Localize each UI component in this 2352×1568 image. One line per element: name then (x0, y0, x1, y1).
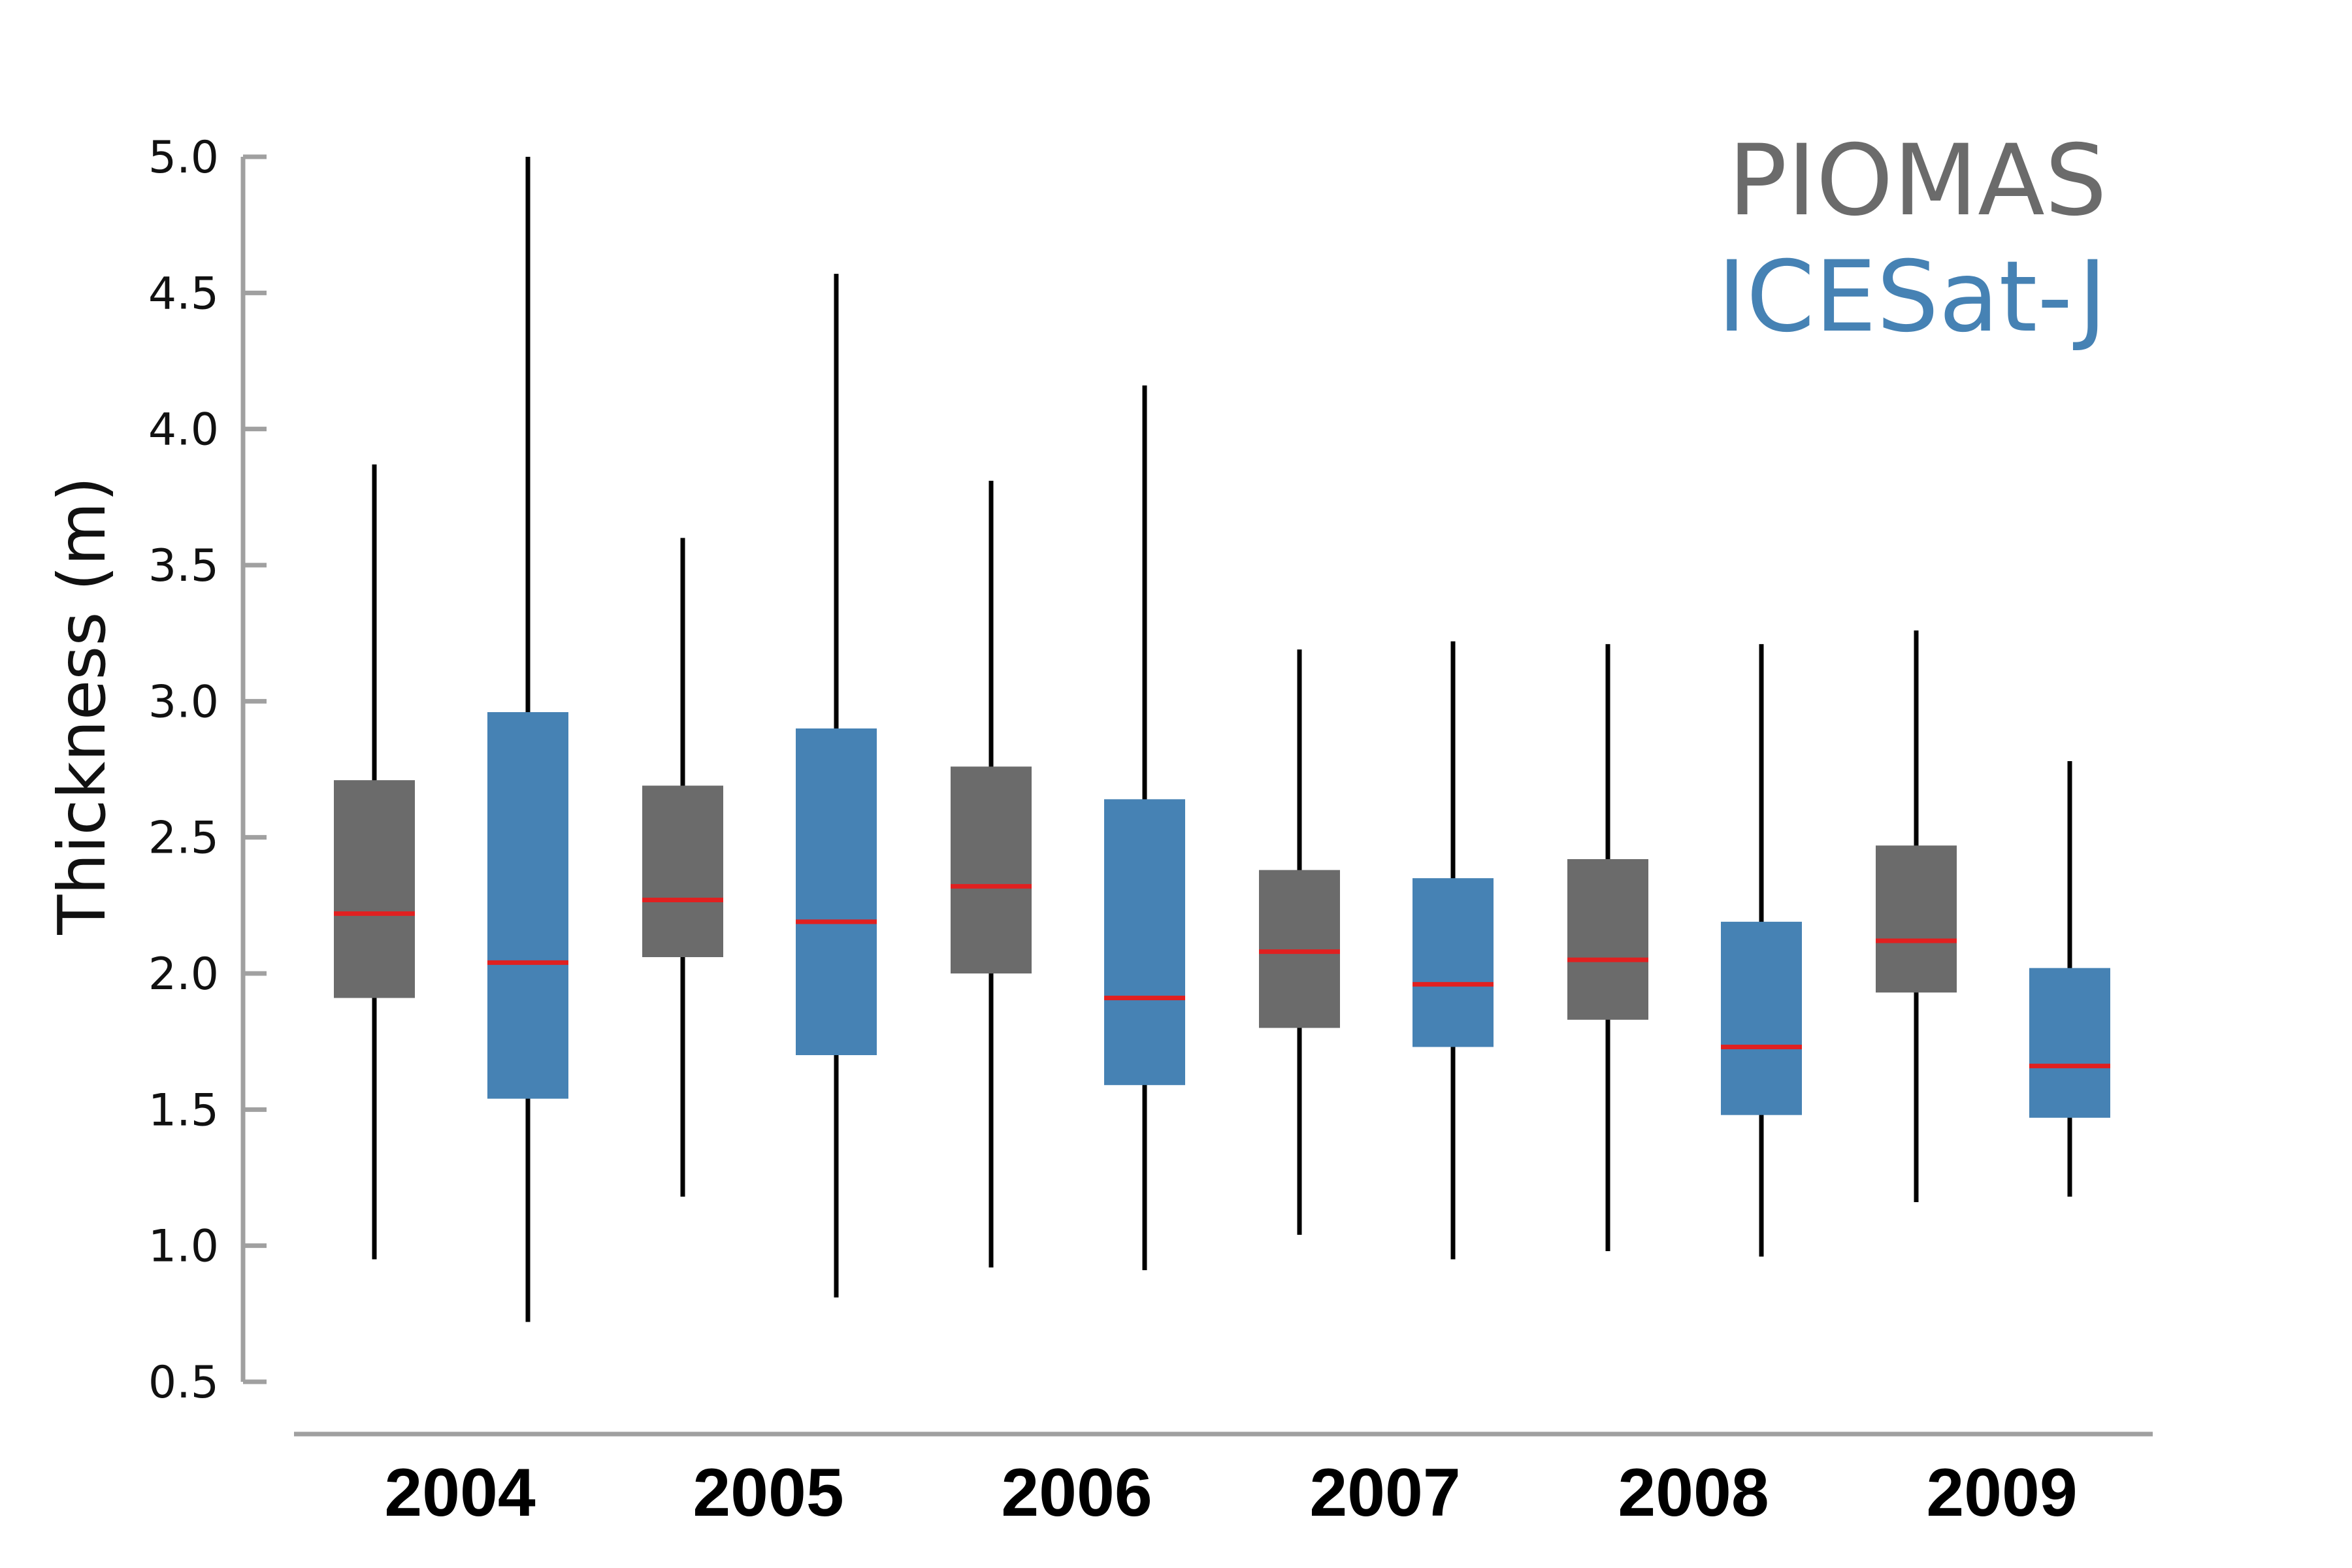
box-piomas-2009 (1876, 630, 1957, 1202)
iqr-box (1876, 845, 1957, 993)
y-tick-label: 0.5 (148, 1357, 219, 1409)
y-tick-label: 4.0 (148, 404, 219, 456)
box-piomas-2005 (642, 538, 723, 1197)
box-icesat-j-2004 (487, 157, 568, 1322)
x-category-label: 2007 (1309, 1455, 1460, 1531)
y-axis-label: Thickness (m) (44, 476, 120, 935)
x-category-label: 2005 (693, 1455, 843, 1531)
iqr-box (487, 712, 568, 1099)
box-piomas-2007 (1259, 649, 1340, 1235)
iqr-box (1567, 859, 1648, 1020)
y-tick-label: 3.0 (148, 676, 219, 728)
y-tick-label: 3.5 (148, 540, 219, 592)
box-icesat-j-2005 (796, 274, 877, 1298)
iqr-box (796, 728, 877, 1055)
box-icesat-j-2006 (1104, 385, 1185, 1271)
box-icesat-j-2008 (1721, 644, 1802, 1257)
iqr-box (1721, 921, 1802, 1115)
y-tick-label: 5.0 (148, 132, 219, 184)
legend-entry-icesat-j: ICESat-J (1718, 240, 2107, 354)
y-tick-label: 1.5 (148, 1085, 219, 1136)
y-axis: 0.5 1.0 1.5 2.0 2.5 3.0 3.5 4.0 4.5 5.0 (148, 132, 267, 1409)
box-piomas-2004 (334, 464, 415, 1260)
box-piomas-2006 (951, 480, 1032, 1267)
box-icesat-j-2009 (2029, 761, 2110, 1197)
legend-entry-piomas: PIOMAS (1728, 124, 2107, 238)
y-tick-label: 2.0 (148, 949, 219, 1000)
iqr-box (642, 785, 723, 957)
x-category-label: 2006 (1001, 1455, 1152, 1531)
box-series (334, 157, 2110, 1322)
x-category-label: 2009 (1926, 1455, 2077, 1531)
iqr-box (1104, 799, 1185, 1085)
y-tick-label: 4.5 (148, 268, 219, 319)
iqr-box (334, 780, 415, 998)
x-category-label: 2004 (384, 1455, 536, 1531)
iqr-box (1413, 878, 1494, 1047)
y-tick-label: 1.0 (148, 1221, 219, 1273)
x-axis: 2004 2005 2006 2007 2008 2009 (294, 1431, 2153, 1531)
iqr-box (1259, 870, 1340, 1028)
iqr-box (951, 766, 1032, 973)
x-category-label: 2008 (1618, 1455, 1769, 1531)
box-icesat-j-2007 (1413, 641, 1494, 1260)
y-tick-label: 2.5 (148, 813, 219, 864)
box-piomas-2008 (1567, 644, 1648, 1251)
iqr-box (2029, 968, 2110, 1118)
